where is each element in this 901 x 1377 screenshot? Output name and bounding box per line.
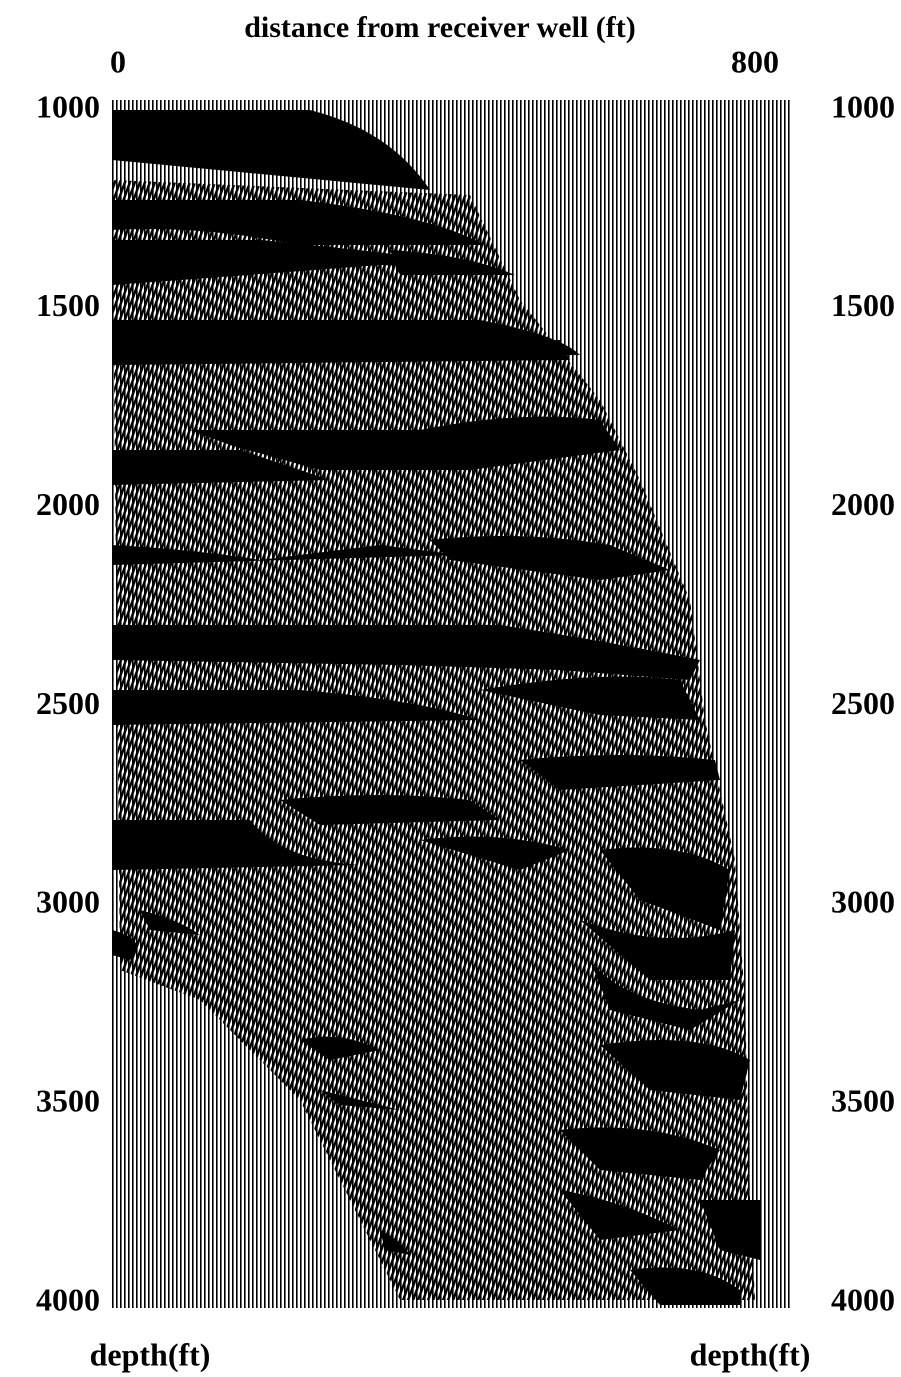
- y-tick-label-right: 3000: [831, 884, 895, 920]
- y-tick-label-left: 3000: [36, 884, 100, 920]
- chart-title: distance from receiver well (ft): [244, 11, 636, 44]
- x-tick-label: 800: [731, 43, 779, 79]
- y-tick-label-left: 2000: [36, 486, 100, 522]
- y-tick-label-left: 2500: [36, 685, 100, 721]
- y-tick-label-right: 1500: [831, 287, 895, 323]
- y-tick-label-right: 1000: [831, 88, 895, 124]
- figure: distance from receiver well (ft): [0, 0, 901, 1377]
- y-tick-label-right: 2500: [831, 685, 895, 721]
- y-tick-label-right: 2000: [831, 486, 895, 522]
- y-tick-label-left: 3500: [36, 1083, 100, 1119]
- y-tick-label-right: 3500: [831, 1083, 895, 1119]
- seismic-section: [112, 100, 792, 1308]
- y-tick-label-left: 1500: [36, 287, 100, 323]
- x-tick-label: 0: [110, 43, 126, 79]
- y-tick-label-left: 4000: [36, 1281, 100, 1317]
- y-axis-label-left: depth(ft): [90, 1336, 211, 1372]
- y-axis-label-right: depth(ft): [690, 1336, 811, 1372]
- y-tick-label-right: 4000: [831, 1281, 895, 1317]
- y-tick-label-left: 1000: [36, 88, 100, 124]
